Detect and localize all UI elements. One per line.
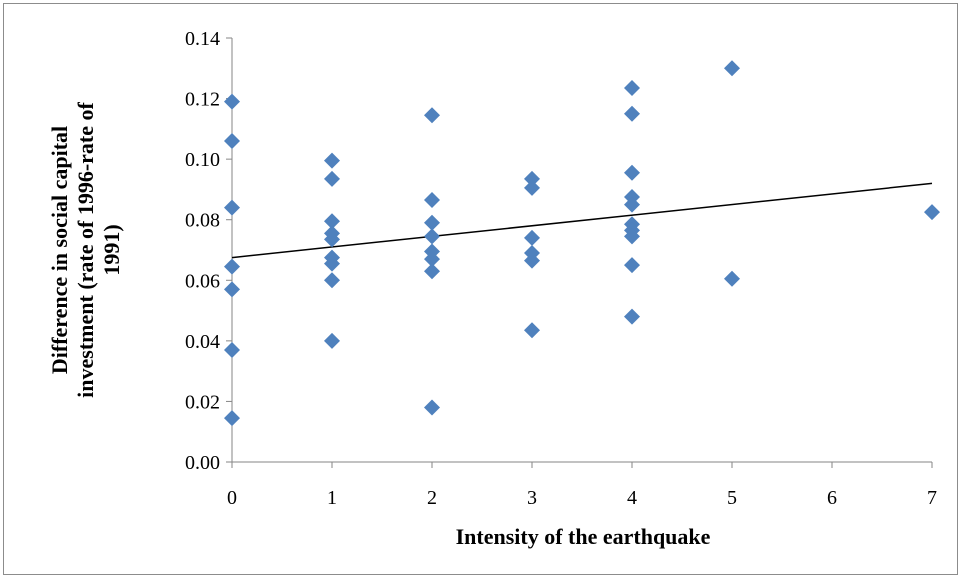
y-tick-label: 0.14 (185, 28, 220, 50)
data-point (624, 228, 640, 245)
data-point (324, 213, 340, 230)
x-tick-label: 1 (327, 487, 337, 509)
y-axis-title: Difference in social capitalinvestment (… (47, 101, 124, 397)
axes: 0.00 0.02 0.04 0.06 0.08 0.10 0.12 0.14 0 1 2 3 4 5 6… (185, 28, 937, 509)
data-point (524, 322, 540, 339)
data-point (724, 60, 740, 77)
data-point (924, 204, 940, 221)
data-point (724, 270, 740, 287)
data-point (524, 252, 540, 269)
data-point (524, 179, 540, 196)
data-point (624, 257, 640, 274)
chart-frame (3, 3, 958, 575)
data-point (524, 229, 540, 246)
x-tick-label: 0 (227, 487, 237, 509)
data-point (224, 281, 240, 298)
data-point (324, 152, 340, 169)
y-tick-label: 0.10 (185, 149, 220, 171)
data-points-group (224, 60, 940, 427)
x-axis-title: Intensity of the earthquake (456, 524, 711, 549)
data-point (224, 341, 240, 358)
data-point (424, 251, 440, 268)
y-tick-label: 0.06 (185, 270, 220, 292)
y-tick-label: 0.08 (185, 210, 220, 232)
y-tick-label: 0.00 (185, 452, 220, 474)
data-point (324, 170, 340, 187)
data-point (224, 258, 240, 275)
data-point (324, 332, 340, 349)
x-tick-label: 7 (927, 487, 937, 509)
data-point (624, 105, 640, 122)
y-axis-title-line: Difference in social capital (47, 126, 72, 374)
data-point (424, 192, 440, 209)
x-tick-label: 4 (627, 487, 637, 509)
x-tick-label: 5 (727, 487, 737, 509)
y-axis-title-line: investment (rate of 1996-rate of (73, 101, 98, 397)
y-axis-title-line: 1991) (99, 224, 124, 275)
data-point (224, 93, 240, 110)
data-point (424, 399, 440, 416)
data-point (324, 255, 340, 272)
data-point (624, 79, 640, 96)
data-point (424, 228, 440, 245)
x-tick-label: 2 (427, 487, 437, 509)
trendline (231, 182, 933, 259)
data-point (424, 214, 440, 231)
x-tick-label: 3 (527, 487, 537, 509)
x-tick-group: 0 1 2 3 4 5 6 7 (227, 462, 937, 509)
x-tick-label: 6 (827, 487, 837, 509)
data-point (324, 231, 340, 248)
y-tick-label: 0.04 (185, 331, 220, 353)
data-point (224, 199, 240, 216)
y-tick-label: 0.02 (185, 391, 220, 413)
data-point (624, 196, 640, 213)
data-point (324, 272, 340, 289)
data-point (224, 410, 240, 427)
data-point (524, 170, 540, 187)
data-point (424, 263, 440, 280)
data-point (624, 308, 640, 325)
y-tick-group: 0.00 0.02 0.04 0.06 0.08 0.10 0.12 0.14 (185, 28, 232, 474)
data-point (424, 107, 440, 124)
data-point (224, 132, 240, 149)
data-point (624, 164, 640, 181)
y-tick-label: 0.12 (185, 89, 220, 111)
trendline-group (231, 182, 933, 259)
